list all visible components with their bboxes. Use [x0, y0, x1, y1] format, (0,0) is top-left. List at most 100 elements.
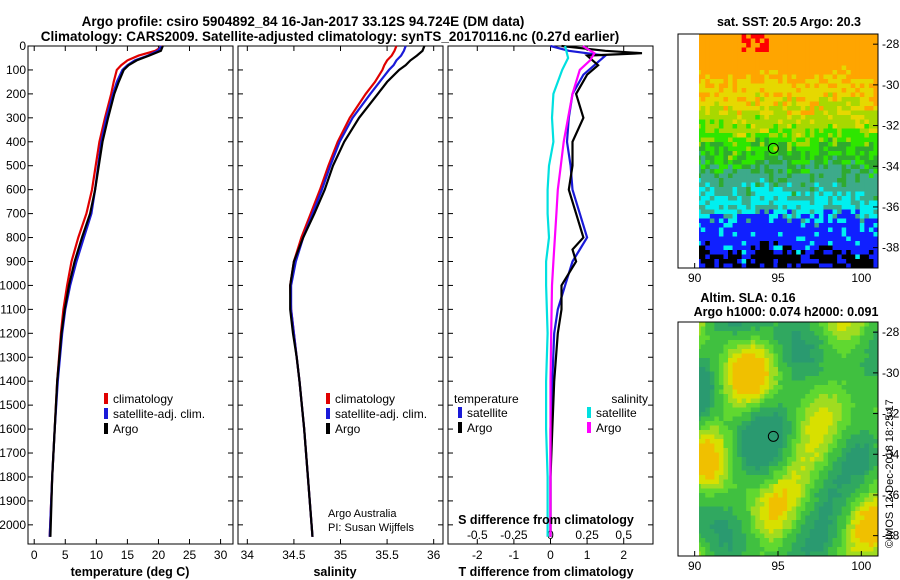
map-cell	[855, 43, 861, 48]
map-cell	[814, 106, 820, 111]
map-cell	[823, 407, 829, 413]
map-cell	[818, 205, 824, 210]
map-cell	[809, 137, 815, 143]
map-cell	[796, 200, 802, 206]
lat-tick-label: -28	[882, 37, 900, 51]
map-cell	[737, 457, 743, 462]
map-cell	[750, 119, 756, 125]
map-cell	[737, 403, 743, 408]
map-cell	[814, 358, 820, 363]
map-cell	[787, 241, 793, 246]
map-cell	[796, 83, 802, 89]
map-cell	[737, 484, 743, 489]
map-cell	[755, 547, 761, 552]
map-cell	[787, 353, 793, 359]
map-cell	[782, 398, 788, 404]
map-cell	[855, 394, 861, 399]
map-cell	[800, 403, 806, 408]
map-cell	[787, 376, 793, 381]
map-cell	[768, 430, 774, 435]
map-cell	[755, 506, 761, 512]
map-cell	[787, 358, 793, 363]
map-cell	[732, 182, 738, 188]
map-cell	[728, 34, 733, 39]
map-cell	[773, 146, 779, 152]
map-cell	[723, 191, 729, 197]
map-cell	[818, 344, 824, 350]
map-cell	[832, 371, 838, 377]
map-cell	[723, 425, 729, 431]
map-cell	[823, 92, 829, 98]
map-cell	[773, 245, 779, 251]
map-cell	[814, 479, 820, 485]
map-cell	[828, 533, 833, 539]
depth-tick-label: 300	[6, 111, 26, 125]
map-cell	[741, 542, 747, 548]
map-cell	[818, 191, 824, 197]
map-cell	[737, 524, 743, 530]
map-cell	[741, 241, 747, 246]
map-cell	[773, 169, 779, 174]
map-cell	[800, 259, 806, 264]
map-cell	[800, 70, 806, 75]
map-cell	[746, 542, 752, 548]
map-cell	[778, 551, 783, 557]
map-cell	[855, 322, 861, 327]
map-cell	[800, 412, 806, 417]
map-cell	[805, 196, 811, 201]
map-cell	[832, 209, 838, 215]
map-cell	[746, 322, 752, 327]
x-tick-label: 1	[584, 548, 591, 562]
map-cell	[864, 349, 870, 354]
map-cell	[709, 371, 715, 377]
map-cell	[741, 182, 747, 188]
map-cell	[846, 403, 852, 408]
s-tick-label: -0.5	[467, 528, 488, 542]
map-cell	[732, 227, 738, 233]
map-cell	[741, 430, 747, 435]
map-cell	[741, 209, 747, 215]
map-cell	[737, 245, 743, 251]
map-cell	[755, 344, 761, 350]
map-cell	[718, 155, 724, 161]
map-cell	[850, 34, 856, 39]
map-cell	[846, 83, 852, 89]
map-cell	[764, 241, 770, 246]
map-cell	[850, 106, 856, 111]
map-cell	[818, 380, 824, 386]
map-cell	[864, 232, 870, 237]
map-cell	[750, 367, 756, 372]
map-cell	[759, 542, 765, 548]
map-cell	[741, 263, 747, 269]
map-cell	[791, 223, 797, 228]
map-cell	[800, 236, 806, 242]
map-cell	[864, 146, 870, 152]
map-cell	[855, 34, 861, 39]
map-cell	[732, 344, 738, 350]
map-cell	[764, 497, 770, 503]
map-cell	[778, 475, 783, 480]
map-cell	[846, 137, 852, 143]
map-cell	[823, 160, 829, 165]
map-cell	[832, 142, 838, 147]
map-cell	[846, 160, 852, 165]
map-cell	[741, 236, 747, 242]
map-cell	[809, 173, 815, 179]
map-cell	[832, 380, 838, 386]
map-cell	[873, 47, 879, 53]
map-cell	[837, 236, 843, 242]
map-cell	[741, 191, 747, 197]
map-cell	[864, 403, 870, 408]
map-cell	[832, 470, 838, 476]
map-cell	[828, 475, 833, 480]
map-cell	[850, 506, 856, 512]
map-cell	[791, 488, 797, 494]
map-cell	[855, 115, 861, 120]
map-cell	[805, 520, 811, 525]
map-cell	[723, 56, 729, 62]
map-cell	[778, 506, 783, 512]
map-cell	[728, 56, 733, 62]
map-cell	[841, 394, 847, 399]
map-cell	[782, 326, 788, 332]
map-cell	[859, 227, 865, 233]
